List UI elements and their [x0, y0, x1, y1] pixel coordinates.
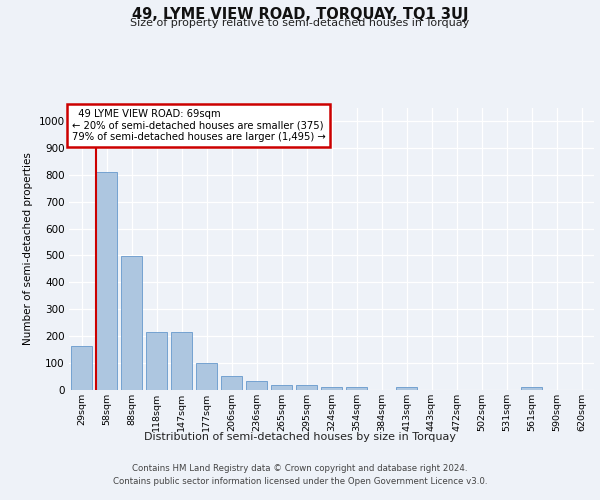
Bar [346, 388, 367, 390]
Bar [296, 384, 317, 390]
Bar [121, 256, 142, 390]
Bar [146, 332, 167, 390]
Bar [246, 380, 267, 390]
Text: 49, LYME VIEW ROAD, TORQUAY, TQ1 3UJ: 49, LYME VIEW ROAD, TORQUAY, TQ1 3UJ [132, 8, 468, 22]
Bar [271, 384, 292, 390]
Bar [221, 376, 242, 390]
Text: Contains public sector information licensed under the Open Government Licence v3: Contains public sector information licen… [113, 477, 487, 486]
Text: Size of property relative to semi-detached houses in Torquay: Size of property relative to semi-detach… [130, 18, 470, 28]
Text: 49 LYME VIEW ROAD: 69sqm
← 20% of semi-detached houses are smaller (375)
79% of : 49 LYME VIEW ROAD: 69sqm ← 20% of semi-d… [71, 109, 325, 142]
Text: Contains HM Land Registry data © Crown copyright and database right 2024.: Contains HM Land Registry data © Crown c… [132, 464, 468, 473]
Bar [321, 388, 342, 390]
Bar [396, 388, 417, 390]
Text: Distribution of semi-detached houses by size in Torquay: Distribution of semi-detached houses by … [144, 432, 456, 442]
Bar [171, 332, 192, 390]
Bar [521, 388, 542, 390]
Y-axis label: Number of semi-detached properties: Number of semi-detached properties [23, 152, 33, 345]
Bar [71, 346, 92, 390]
Bar [196, 363, 217, 390]
Bar [96, 172, 117, 390]
